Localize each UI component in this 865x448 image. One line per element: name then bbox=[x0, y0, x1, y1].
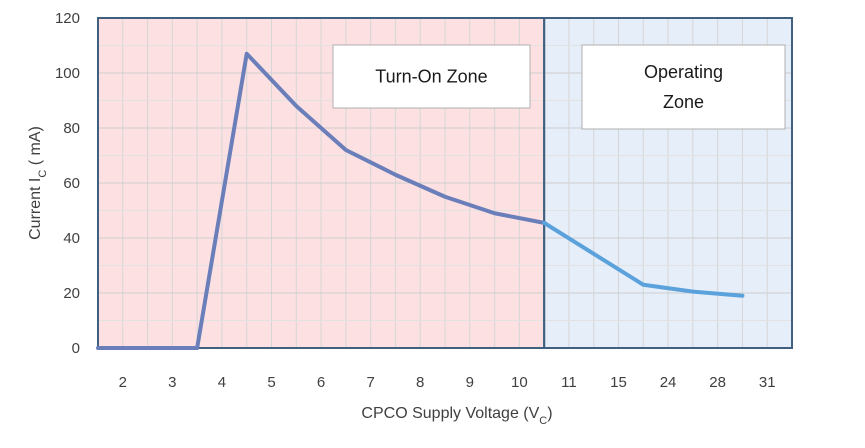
y-axis-title-main: Current I bbox=[27, 178, 44, 240]
series-point bbox=[195, 346, 199, 350]
series-point bbox=[344, 148, 348, 152]
y-tick-label: 80 bbox=[63, 120, 80, 137]
x-axis-title: CPCO Supply Voltage (VC) bbox=[361, 405, 552, 427]
x-tick-label: 28 bbox=[709, 374, 726, 391]
x-tick-label: 4 bbox=[218, 374, 226, 391]
y-axis-title: Current IC ( mA) bbox=[27, 126, 49, 240]
series-point bbox=[542, 221, 546, 225]
x-tick-label: 6 bbox=[317, 374, 325, 391]
series-point bbox=[641, 283, 645, 287]
x-tick-label: 10 bbox=[511, 374, 528, 391]
y-tick-labels: 0 20 40 60 80 100 120 bbox=[55, 10, 80, 357]
y-tick-label: 120 bbox=[55, 10, 80, 27]
x-tick-label: 24 bbox=[660, 374, 677, 391]
x-tick-label: 8 bbox=[416, 374, 424, 391]
series-point bbox=[691, 290, 695, 294]
zone-label-text-1-1: Zone bbox=[663, 92, 704, 112]
series-point bbox=[740, 294, 744, 298]
series-line-0-1 bbox=[542, 220, 745, 298]
zone-label-text-0-0: Turn-On Zone bbox=[375, 67, 487, 87]
x-tick-label: 9 bbox=[466, 374, 474, 391]
y-axis-title-end: ( mA) bbox=[27, 126, 44, 170]
x-tick-label: 31 bbox=[759, 374, 776, 391]
series-point bbox=[294, 104, 298, 108]
x-tick-label: 2 bbox=[119, 374, 127, 391]
x-tick-label: 5 bbox=[267, 374, 275, 391]
y-axis-title-sub: C bbox=[37, 170, 49, 178]
series-point bbox=[393, 173, 397, 177]
y-tick-label: 100 bbox=[55, 65, 80, 82]
series-layer bbox=[96, 51, 745, 350]
x-axis-title-main: CPCO Supply Voltage (V bbox=[361, 405, 539, 422]
series-point bbox=[443, 195, 447, 199]
x-tick-label: 3 bbox=[168, 374, 176, 391]
series-point bbox=[96, 346, 100, 350]
y-tick-label: 60 bbox=[63, 175, 80, 192]
x-tick-label: 7 bbox=[366, 374, 374, 391]
zone-label-box-1 bbox=[581, 44, 786, 130]
x-axis-title-end: ) bbox=[547, 405, 552, 422]
zone-borders bbox=[97, 17, 794, 349]
y-tick-label: 40 bbox=[63, 230, 80, 247]
series-point bbox=[493, 211, 497, 215]
x-tick-labels: 2 3 4 5 6 7 8 9 10 11 15 24 28 31 bbox=[119, 374, 776, 391]
x-axis-title-sub: C bbox=[539, 415, 547, 427]
zone-border-1 bbox=[543, 17, 794, 349]
zone-label-box-0 bbox=[332, 44, 531, 109]
x-tick-label: 15 bbox=[610, 374, 627, 391]
zone-labels: Turn-On Zone Operating Zone bbox=[332, 44, 786, 130]
zone-label-text-1-0: Operating bbox=[644, 62, 723, 82]
x-tick-label: 11 bbox=[561, 374, 577, 391]
series-point bbox=[245, 52, 249, 56]
y-tick-label: 20 bbox=[63, 285, 80, 302]
y-tick-label: 0 bbox=[72, 340, 80, 357]
